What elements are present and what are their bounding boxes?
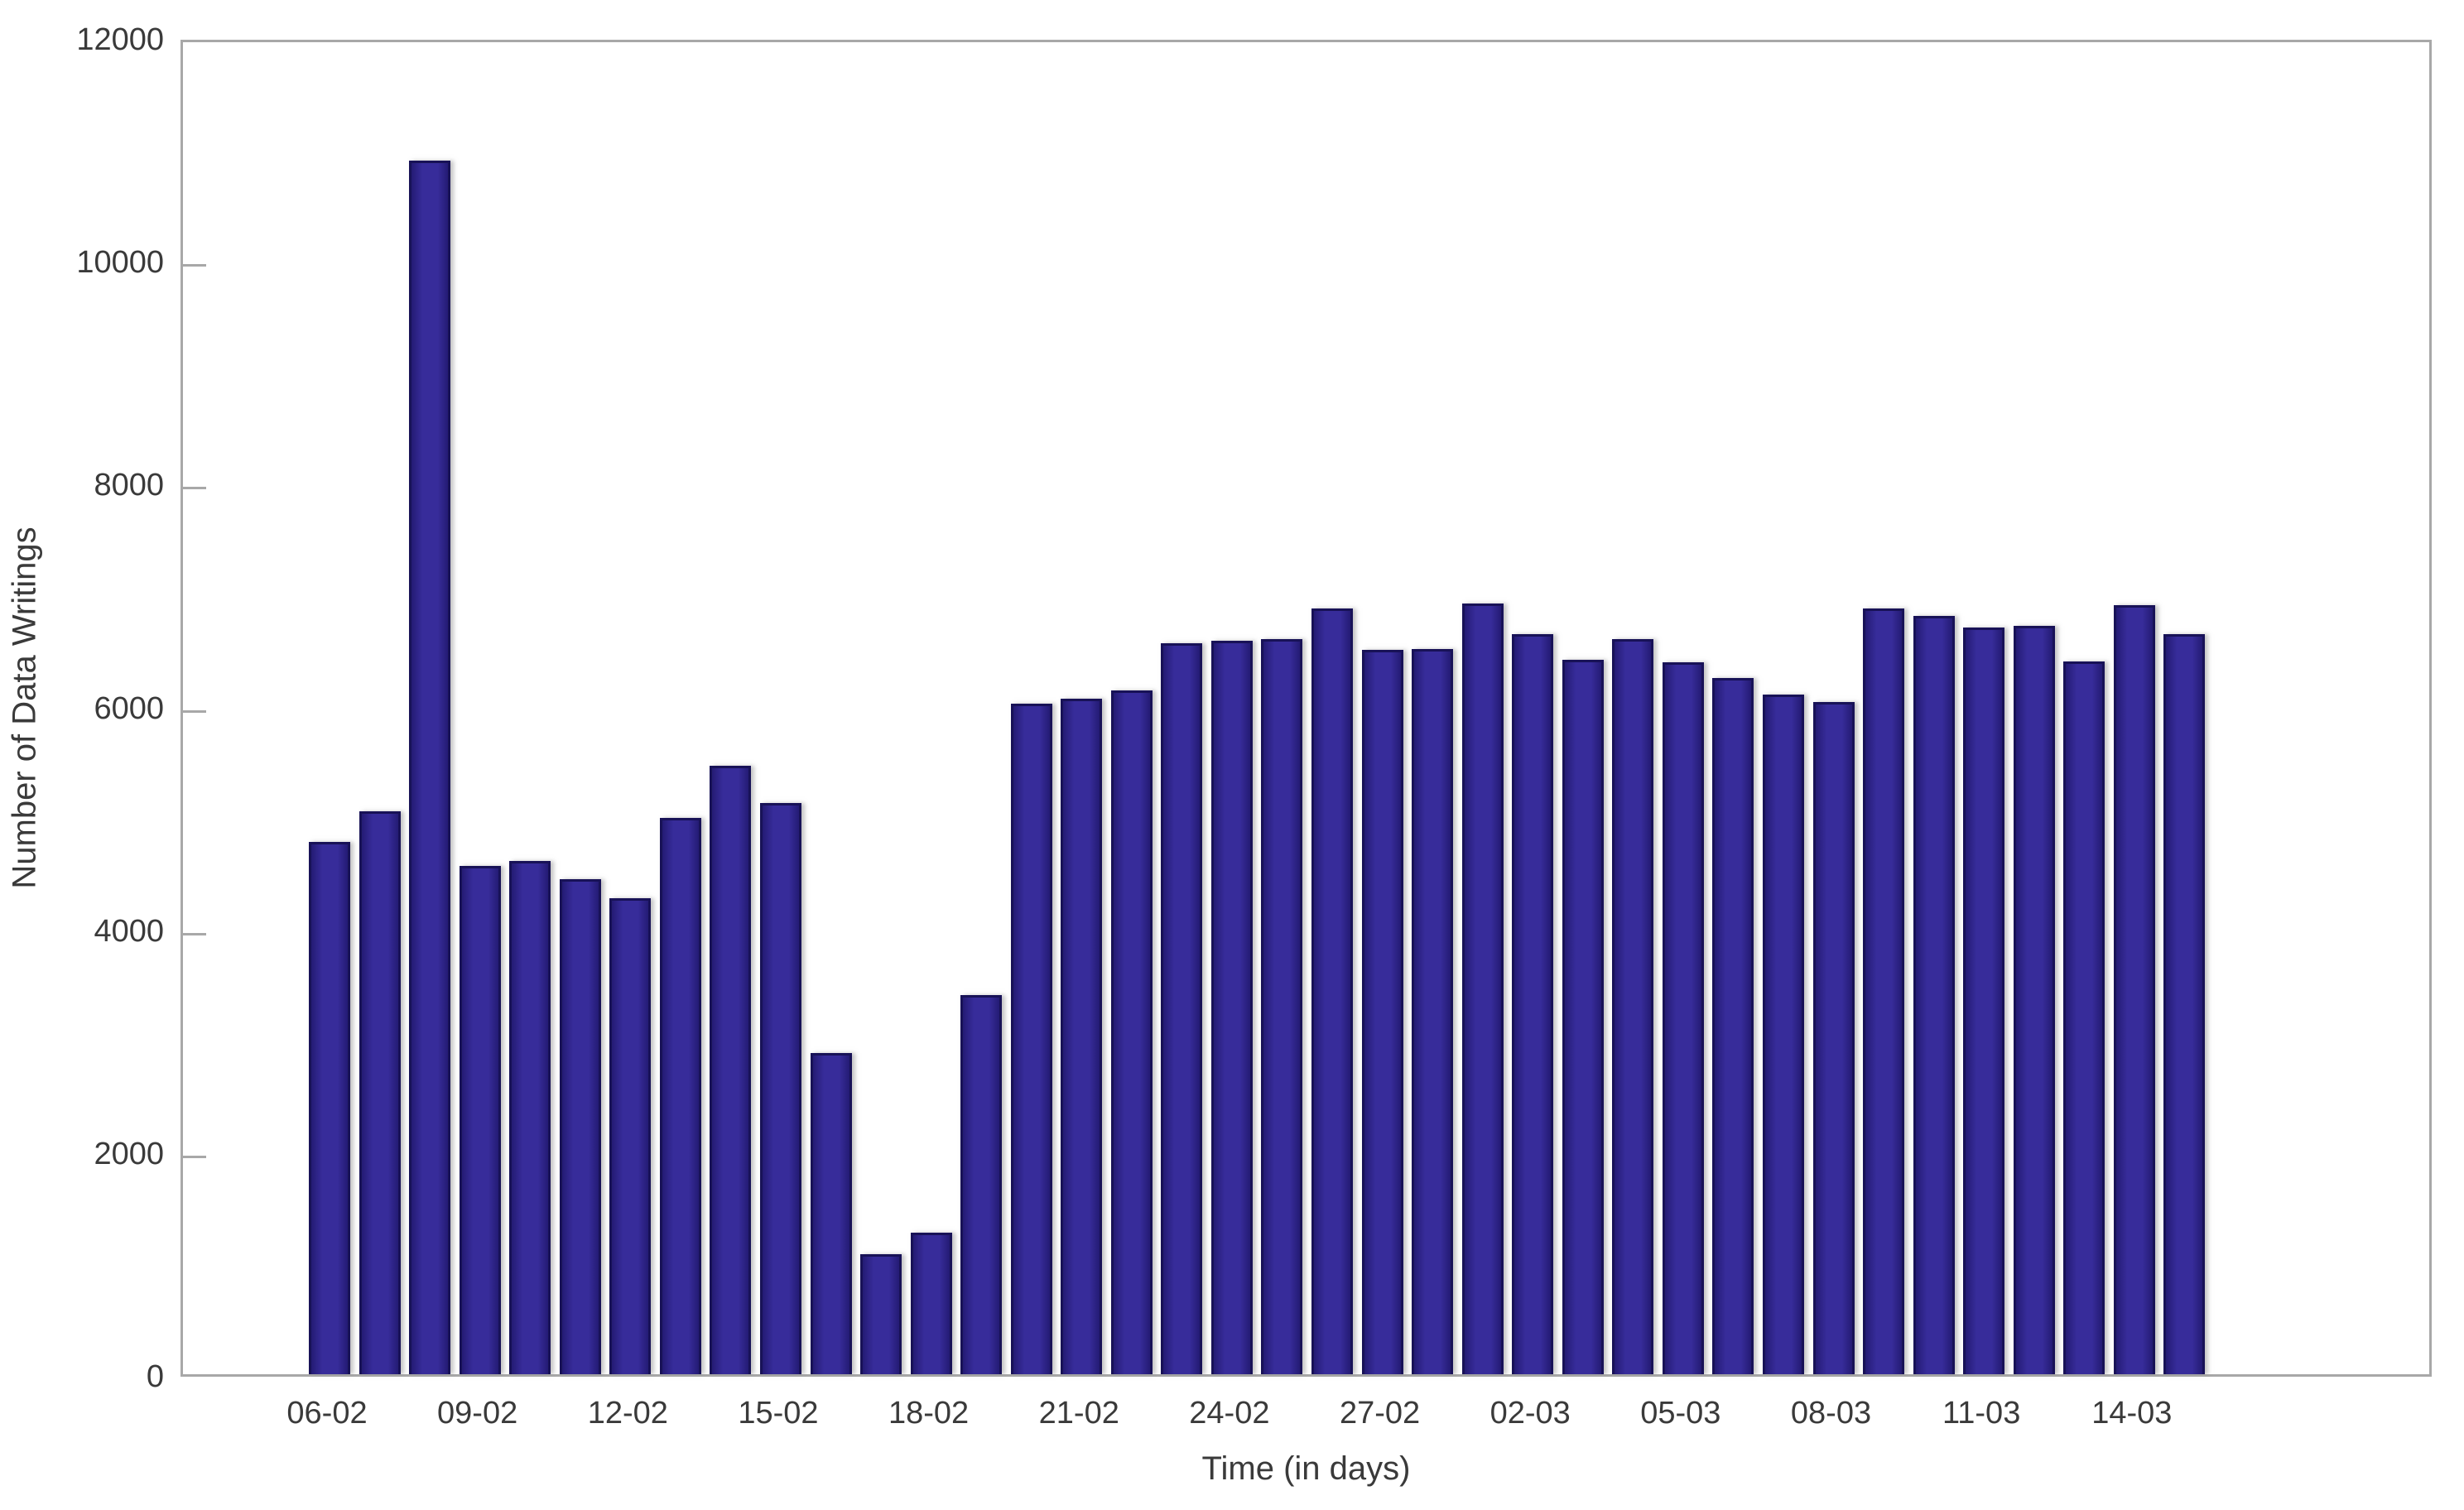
bar-15-02 [759,802,801,1374]
x-tick-label-12-02: 12-02 [587,1396,668,1431]
y-axis-title: Number of Data Writings [6,527,43,889]
bar-24-02 [1210,641,1253,1374]
y-tick-label-8000: 8000 [94,468,164,503]
bar-23-02 [1161,643,1203,1374]
bar-14-02 [710,766,752,1374]
bar-12-03 [2013,625,2055,1374]
y-tick-label-10000: 10000 [76,245,164,281]
bar-05-03 [1662,662,1704,1374]
x-tick-label-06-02: 06-02 [286,1396,368,1431]
bar-02-03 [1512,634,1554,1374]
bar-20-02 [1010,703,1052,1374]
bar-09-02 [459,866,501,1374]
bar-06-02 [309,841,350,1374]
bar-01-03 [1461,603,1504,1374]
bar-12-02 [609,898,652,1374]
bar-19-02 [960,995,1003,1374]
y-tick-mark-10000 [183,264,206,267]
y-tick-label-2000: 2000 [94,1136,164,1171]
x-tick-label-05-03: 05-03 [1640,1396,1721,1431]
bar-18-02 [910,1233,952,1374]
bar-04-03 [1612,638,1654,1374]
bar-08-03 [1812,702,1855,1374]
bar-15-03 [2163,634,2206,1374]
bar-11-03 [1963,628,2005,1374]
bar-07-03 [1762,695,1804,1374]
y-tick-mark-8000 [183,487,206,490]
x-tick-label-27-02: 27-02 [1339,1396,1421,1431]
bar-16-02 [810,1053,852,1374]
bar-13-03 [2063,661,2105,1374]
x-tick-label-24-02: 24-02 [1189,1396,1270,1431]
x-tick-label-18-02: 18-02 [888,1396,970,1431]
x-tick-label-15-02: 15-02 [738,1396,819,1431]
y-tick-label-4000: 4000 [94,913,164,949]
bar-27-02 [1361,650,1403,1374]
x-tick-label-09-02: 09-02 [437,1396,518,1431]
x-tick-label-02-03: 02-03 [1489,1396,1571,1431]
x-tick-label-11-03: 11-03 [1942,1396,2021,1431]
y-tick-label-0: 0 [146,1359,164,1394]
bar-13-02 [659,818,701,1374]
bar-10-02 [509,860,551,1374]
bar-08-02 [409,161,451,1374]
bar-09-03 [1863,608,1905,1374]
y-tick-mark-4000 [183,932,206,935]
x-tick-label-08-03: 08-03 [1790,1396,1872,1431]
bar-14-03 [2113,605,2155,1374]
bar-21-02 [1061,699,1103,1374]
bar-17-02 [860,1253,902,1374]
y-tick-mark-2000 [183,1155,206,1158]
bar-07-02 [359,811,401,1374]
bar-26-02 [1311,608,1353,1374]
bar-03-03 [1562,660,1604,1374]
bar-11-02 [559,879,601,1374]
plot-area [180,40,2432,1377]
bar-25-02 [1261,638,1303,1374]
y-tick-label-6000: 6000 [94,690,164,726]
y-tick-label-12000: 12000 [76,22,164,57]
x-tick-label-21-02: 21-02 [1038,1396,1119,1431]
y-tick-mark-6000 [183,709,206,713]
bar-06-03 [1712,677,1754,1374]
x-axis-title: Time (in days) [1201,1450,1411,1487]
x-tick-label-14-03: 14-03 [2091,1396,2173,1431]
bar-10-03 [1913,615,1955,1374]
bar-28-02 [1412,648,1454,1374]
bar-22-02 [1110,690,1153,1374]
